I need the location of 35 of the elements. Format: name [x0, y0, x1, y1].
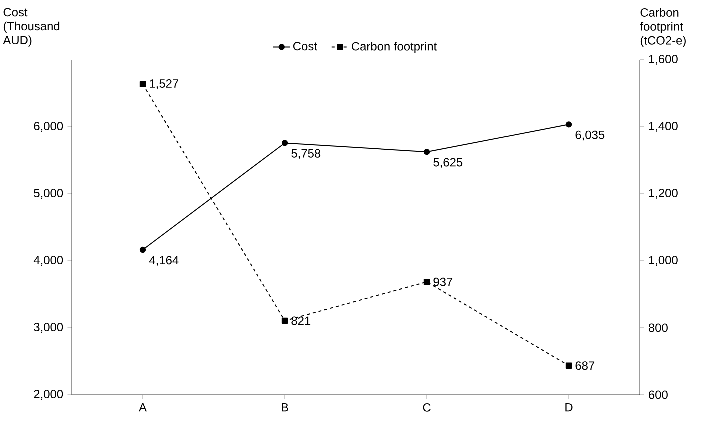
- x-tick-label: C: [423, 403, 431, 412]
- y-axis-title: Cost (Thousand AUD): [3, 8, 60, 47]
- x-tick-label: D: [566, 403, 573, 412]
- point: [282, 140, 288, 146]
- y2-tick-label: 1,000: [649, 256, 678, 266]
- point: [282, 318, 288, 324]
- y-tick-label: 4,000: [34, 256, 64, 266]
- point: [424, 279, 430, 286]
- y2-axis-title: Carbon footprint (tCO2-e): [640, 8, 686, 48]
- y-tick-label: 5,000: [34, 189, 64, 199]
- y2-tick-label: 1,200: [649, 189, 678, 199]
- y2-tick-label: 1,600: [649, 55, 678, 65]
- y-tick-label: 3,000: [34, 323, 64, 333]
- data-label: 6,035: [576, 130, 605, 141]
- point: [424, 149, 430, 156]
- data-label: 5,625: [434, 158, 463, 168]
- legend-label: Cost: [293, 42, 318, 51]
- x-tick-label: A: [139, 403, 147, 412]
- data-label: 4,164: [149, 256, 179, 266]
- data-label: 687: [576, 362, 595, 370]
- data-label: 1,527: [150, 80, 178, 90]
- x-tick-label: B: [282, 403, 288, 412]
- y2-tick-label: 800: [648, 324, 668, 332]
- point: [566, 122, 572, 128]
- data-label: 937: [434, 278, 453, 286]
- y2-tick-label: 1,400: [649, 122, 678, 132]
- point: [140, 246, 146, 254]
- legend-label: Carbon footprint: [352, 42, 438, 54]
- data-label: 5,758: [292, 149, 321, 160]
- point: [140, 81, 146, 88]
- y-tick-label: 6,000: [34, 122, 64, 132]
- point: [566, 362, 572, 369]
- y2-tick-label: 600: [649, 390, 668, 400]
- y-tick-label: 2,000: [34, 390, 64, 400]
- data-label: 821: [292, 316, 311, 326]
